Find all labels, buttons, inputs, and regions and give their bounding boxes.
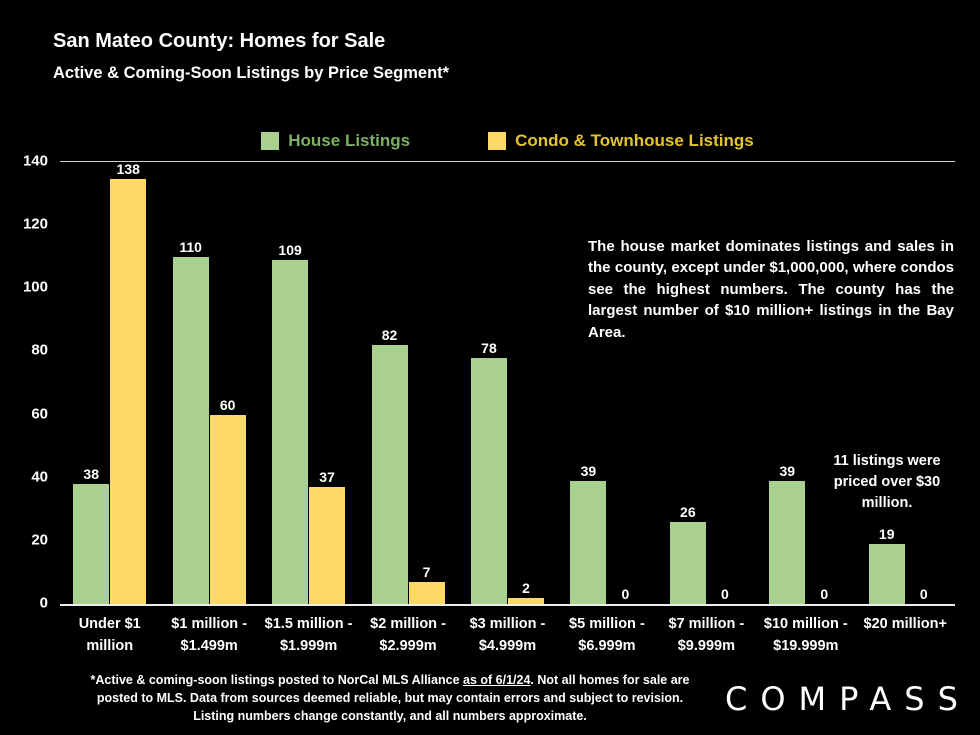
bar-column: 26 [669,162,706,604]
bar-group: 19 0 [856,162,955,604]
bar-value-label: 138 [116,161,140,177]
x-axis-category-label: $5 million - $6.999m [569,616,645,655]
bar-value-label: 39 [580,462,597,479]
bar-column: 110 [172,162,209,604]
bar [272,259,309,604]
bar-value-label: 37 [319,469,335,486]
bar-value-label: 110 [179,238,202,255]
y-tick-label: 60 [31,405,48,423]
bar-column: 39 [769,162,806,604]
bar-group: 78 2 [458,162,557,604]
footnote: *Active & coming-soon listings posted to… [88,672,692,725]
y-tick-label: 120 [22,215,48,233]
bar-value-label: 7 [422,563,431,580]
bar-value-label: 0 [720,586,729,602]
bar-column: 82 [371,162,408,604]
bar-group: 82 7 [358,162,457,604]
bar-column: 138 [110,162,147,604]
y-tick-label: 100 [22,278,48,296]
bar-column: 109 [272,162,309,604]
bar-group: 109 37 [259,162,358,604]
chart-legend: House Listings Condo & Townhouse Listing… [60,131,955,151]
y-tick-label: 40 [31,468,48,486]
bar [669,521,706,604]
bar-value-label: 109 [278,241,302,258]
page-title: San Mateo County: Homes for Sale [53,30,386,52]
x-axis-category-label: $1 million - $1.499m [171,616,248,655]
y-tick-label: 20 [31,531,48,549]
y-axis: 0 20 40 60 80 100 120 140 [0,153,48,612]
legend-swatch-house-icon [261,132,280,150]
footnote-date-underlined: as of 6/1/24 [463,673,531,687]
bar-value-label: 0 [919,586,928,602]
legend-label-house: House Listings [288,131,411,150]
x-axis-category-label: $10 million - $19.999m [763,616,848,655]
bar-value-label: 82 [381,327,398,344]
bar-value-label: 26 [680,503,696,520]
bar [172,256,209,604]
legend-label-condo: Condo & Townhouse Listings [515,131,754,150]
bar [110,179,147,604]
x-axis-labels: Under $1 million $1 million - $1.499m $1.5… [60,613,955,658]
bar-column: 0 [806,162,843,604]
bar-column: 0 [706,162,743,604]
bar-group: 39 0 [756,162,855,604]
bar-column: 39 [570,162,607,604]
x-axis-category-label: $20 million+ [863,616,947,632]
x-axis-category-label: $2 million - $2.999m [370,616,446,655]
annotation-secondary: 11 listings were priced over $30 million… [833,453,941,512]
y-tick-label: 140 [22,152,48,170]
legend-item-condo: Condo & Townhouse Listings [488,131,754,151]
bar [507,597,544,604]
plot-area: 38 138 110 60 109 37 82 7 78 2 39 0 26 0 39 0 19 0 [60,161,955,606]
y-tick-label: 0 [39,594,48,612]
bar [371,345,408,604]
bar [570,480,607,604]
bar-value-label: 38 [83,466,99,483]
bar-value-label: 78 [481,339,497,356]
bar [769,480,806,604]
bar-column: 37 [309,162,346,604]
bar-group: 110 60 [159,162,258,604]
bar-column: 2 [507,162,544,604]
page-subtitle: Active & Coming-Soon Listings by Price S… [53,64,450,82]
bar [73,484,110,604]
bar-column: 19 [868,162,905,604]
bar-column: 38 [73,162,110,604]
annotation-main: The house market dominates listings and … [588,238,954,341]
bar-value-label: 0 [621,586,630,602]
bar-value-label: 19 [878,526,895,543]
bar-column: 0 [905,162,942,604]
footnote-text-part1: *Active & coming-soon listings posted to… [90,673,463,687]
bar [309,487,346,604]
x-axis-category-label: $3 million - $4.999m [469,616,546,655]
bar-group: 26 0 [657,162,756,604]
legend-item-house: House Listings [261,131,410,151]
bar [470,357,507,604]
bar-column: 0 [607,162,644,604]
bar-value-label: 39 [779,462,796,479]
bar-column: 7 [408,162,445,604]
bar-group: 38 138 [60,162,159,604]
compass-logo: COMPASS [725,680,971,718]
bar-value-label: 0 [820,586,829,602]
x-axis-category-label: $7 million - $9.999m [668,616,745,655]
y-tick-label: 80 [31,341,48,359]
bar [209,414,246,604]
bar [868,544,905,604]
legend-swatch-condo-icon [488,132,507,150]
x-axis-category-label: $1.5 million - $1.999m [264,616,353,655]
footnote-text-part2: . Not all homes for sale are posted to M… [96,673,690,723]
bar-column: 60 [209,162,246,604]
bar-value-label: 2 [522,579,530,596]
bar-group: 39 0 [557,162,656,604]
bar-value-label: 60 [219,396,236,413]
x-axis-category-label: Under $1 million [78,616,141,655]
bar [408,581,445,604]
bar-column: 78 [470,162,507,604]
